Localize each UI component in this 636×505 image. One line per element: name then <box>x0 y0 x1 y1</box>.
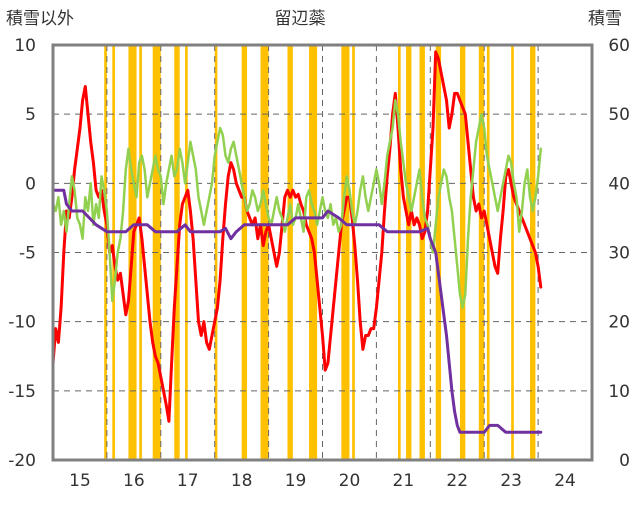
snow-bar <box>341 45 350 460</box>
series-line-3 <box>51 188 543 434</box>
x-tick-label: 23 <box>500 471 522 491</box>
snow-bar <box>139 45 142 460</box>
left-y-tick-label: -10 <box>8 313 36 333</box>
series-line-1 <box>51 50 543 423</box>
left-y-tick-label: -15 <box>8 382 36 402</box>
series-line-2 <box>51 99 543 310</box>
snow-bar <box>419 45 425 460</box>
series-group <box>51 50 543 434</box>
right-y-tick-label: 50 <box>608 105 630 125</box>
right-y-tick-label: 30 <box>608 244 630 264</box>
snow-bar <box>104 45 107 460</box>
x-tick-label: 19 <box>285 471 307 491</box>
snow-bar <box>486 45 490 460</box>
left-y-tick-label: 0 <box>25 174 36 194</box>
snow-bar <box>511 45 514 460</box>
x-tick-label: 20 <box>339 471 361 491</box>
left-axis-label: 積雪以外 <box>6 9 74 29</box>
left-y-tick-label: -5 <box>19 244 36 264</box>
plot-frame <box>51 43 594 462</box>
left-y-tick-label: 5 <box>25 105 36 125</box>
right-y-tick-label: 10 <box>608 382 630 402</box>
right-y-tick-label: 20 <box>608 313 630 333</box>
x-tick-label: 22 <box>446 471 468 491</box>
snow-bar <box>287 45 293 460</box>
chart-title: 留辺蘂 <box>275 9 326 29</box>
x-tick-label: 21 <box>393 471 415 491</box>
x-tick-label: 18 <box>231 471 253 491</box>
right-y-tick-label: 40 <box>608 174 630 194</box>
x-tick-label: 17 <box>177 471 199 491</box>
frame-group <box>51 43 594 462</box>
snow-bar <box>478 45 485 460</box>
x-tick-label: 16 <box>123 471 145 491</box>
left-y-tick-label: -20 <box>8 451 36 471</box>
right-y-tick-label: 60 <box>608 36 630 56</box>
snow-bar <box>214 45 218 460</box>
snow-bar <box>530 45 536 460</box>
x-tick-label: 24 <box>554 471 576 491</box>
x-tick-label: 15 <box>69 471 91 491</box>
right-axis-label: 積雪 <box>588 9 622 29</box>
left-y-tick-label: 10 <box>14 36 36 56</box>
right-y-tick-label: 0 <box>619 451 630 471</box>
